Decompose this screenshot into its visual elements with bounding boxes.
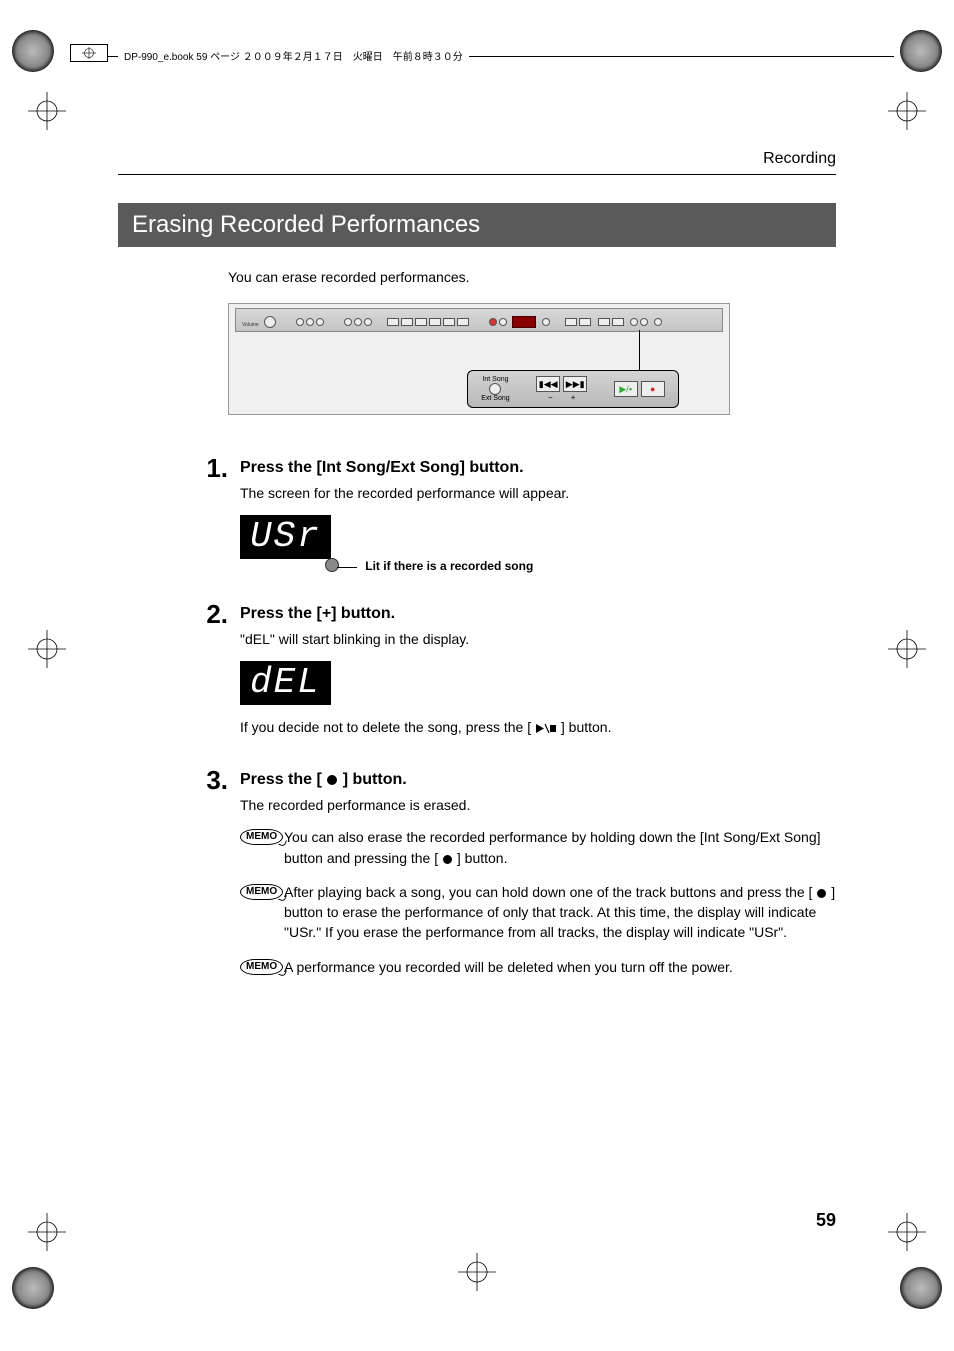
registration-mark <box>888 92 926 130</box>
step-2: 2. Press the [+] button. "dEL" will star… <box>118 601 836 749</box>
memo: MEMO You can also erase the recorded per… <box>240 827 836 868</box>
led-dot-icon <box>325 558 339 572</box>
chapter-label: Recording <box>118 150 836 168</box>
memo: MEMO A performance you recorded will be … <box>240 957 836 977</box>
crop-disc <box>12 30 54 72</box>
memo-text: You can also erase the recorded performa… <box>284 827 836 868</box>
header-text: DP-990_e.book 59 ページ ２００９年２月１７日 火曜日 午前８時… <box>118 48 469 63</box>
memo-icon: MEMO <box>240 957 284 977</box>
record-icon <box>442 854 453 865</box>
leader-line <box>337 567 357 568</box>
registration-mark <box>458 1253 496 1291</box>
memo-text: A performance you recorded will be delet… <box>284 957 733 977</box>
rule <box>118 174 836 175</box>
crop-disc <box>900 30 942 72</box>
step-heading: Press the [ ] button. <box>240 771 836 789</box>
memo-icon: MEMO <box>240 827 284 868</box>
panel-ext-label: Ext Song <box>481 395 509 402</box>
crop-disc <box>12 1267 54 1309</box>
registration-mark <box>888 630 926 668</box>
record-icon <box>816 888 827 899</box>
panel-skipback: ▮◀◀ <box>536 376 560 392</box>
registration-mark <box>28 630 66 668</box>
section-title: Erasing Recorded Performances <box>118 203 836 247</box>
step-number: 2. <box>118 601 240 749</box>
registration-mark <box>28 92 66 130</box>
crop-disc <box>900 1267 942 1309</box>
registration-mark <box>28 1213 66 1251</box>
step-number: 3. <box>118 767 240 991</box>
panel-plus: + <box>571 393 576 402</box>
panel-minus: − <box>548 393 553 402</box>
step-3: 3. Press the [ ] button. The recorded pe… <box>118 767 836 991</box>
step-text: "dEL" will start blinking in the display… <box>240 631 836 647</box>
panel-skipfwd: ▶▶▮ <box>563 376 587 392</box>
step-text: The recorded performance is erased. <box>240 797 836 813</box>
header-reg-icon <box>70 44 108 62</box>
step-number: 1. <box>118 455 240 573</box>
panel-int-label: Int Song <box>482 376 508 383</box>
intro-text: You can erase recorded performances. <box>228 269 836 285</box>
display-del: dEL <box>240 661 331 705</box>
step-heading: Press the [+] button. <box>240 605 836 623</box>
memo: MEMO After playing back a song, you can … <box>240 882 836 943</box>
record-icon <box>326 774 338 786</box>
step-text: If you decide not to delete the song, pr… <box>240 719 836 735</box>
panel-rec: ● <box>641 381 665 397</box>
display-usr: USr <box>240 515 331 559</box>
registration-mark <box>888 1213 926 1251</box>
display-caption: Lit if there is a recorded song <box>365 559 533 573</box>
play-stop-icon <box>535 723 557 734</box>
step-text: The screen for the recorded performance … <box>240 485 836 501</box>
step-heading: Press the [Int Song/Ext Song] button. <box>240 459 836 477</box>
memo-icon: MEMO <box>240 882 284 943</box>
page-number: 59 <box>816 1210 836 1231</box>
panel-playstop: ▶/▪ <box>614 381 638 397</box>
step-1: 1. Press the [Int Song/Ext Song] button.… <box>118 455 836 573</box>
memo-text: After playing back a song, you can hold … <box>284 882 836 943</box>
panel-illustration: Volume Int <box>228 303 730 415</box>
